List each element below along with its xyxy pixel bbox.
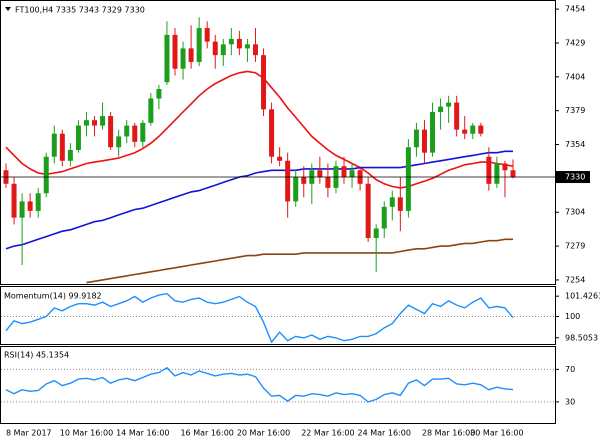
indicator-line [5,292,514,344]
candle-body [365,183,371,238]
candle-body [413,129,419,148]
candle-body [196,28,202,62]
candle-body [132,125,138,142]
y-tick-label: 7454 [565,5,585,14]
candle-body [252,44,258,56]
last-price-box [556,171,590,184]
candle-body [92,120,98,126]
y-tick-label: 7404 [565,72,585,81]
rsi-panel-frame [0,346,556,424]
candle-body [293,177,299,202]
candle-body [108,116,114,148]
candle-body [381,206,387,229]
candle-body [75,125,81,150]
x-tick-label: 30 Mar 16:00 [470,429,523,438]
candle-body [83,120,89,126]
panel-title: RSI(14) 45.1354 [4,351,69,360]
candle-body [301,177,307,184]
candle-body [317,170,323,178]
x-tick-label: 10 Mar 16:00 [60,429,113,438]
candle-body [67,149,73,161]
x-tick-label: 20 Mar 16:00 [237,429,290,438]
candle-body [164,34,170,83]
x-tick-label: 16 Mar 16:00 [180,429,233,438]
candle-body [261,55,267,110]
x-tick-label: 14 Mar 16:00 [116,429,169,438]
x-tick-label: 24 Mar 16:00 [358,429,411,438]
candle-body [236,38,242,49]
y-tick-label: 98.5053 [565,333,598,342]
candle-body [510,170,516,178]
y-tick-label: 7279 [565,242,585,251]
moving-average [86,238,513,284]
panel-title: FT100,H4 7335 7343 7329 7330 [15,6,145,15]
candle-body [438,106,444,113]
candle-body [446,102,452,107]
candle-body [43,156,49,194]
candle-body [494,163,500,184]
x-tick-label: 8 Mar 2017 [6,429,52,438]
candle-body [51,133,57,157]
candle-body [470,125,476,134]
candle-body [188,48,194,62]
candle-body [59,133,65,161]
y-tick-label: 7354 [565,140,585,149]
moving-average [5,70,514,189]
candle-body [502,163,508,171]
y-tick-label: 7304 [565,208,585,217]
candle-body [325,177,331,188]
candle-body [277,156,283,161]
moving-average [5,150,513,250]
y-tick-label: 101.4263 [565,292,600,301]
candle-body [204,28,210,42]
candle-body [430,112,436,153]
panel-title: Momentum(14) 99.9182 [4,292,102,301]
candle-body [454,102,460,130]
candle-body [269,109,275,157]
last-price-label: 7330 [565,173,585,182]
candle-body [486,156,492,184]
candle-body [35,193,41,211]
candle-body [156,89,162,99]
candle-body [421,129,427,153]
candle-body [285,160,291,202]
candle-body [27,201,33,211]
candle-body [244,44,250,49]
candle-body [397,197,403,211]
candle-body [462,129,468,134]
candle-body [11,183,17,218]
candle-body [116,136,122,148]
candle-body [172,34,178,69]
momentum-panel-frame [0,286,556,345]
collapse-icon [5,7,11,11]
x-tick-label: 28 Mar 16:00 [422,429,475,438]
candle-body [180,48,186,69]
y-tick-label: 7379 [565,106,585,115]
y-tick-label: 100 [565,312,580,321]
candle-body [124,125,130,137]
candle-body [220,44,226,56]
candle-body [19,201,25,218]
y-tick-label: 70 [565,365,575,374]
y-tick-label: 30 [565,397,575,406]
candle-body [373,228,379,238]
main-panel-frame [0,0,556,285]
y-tick-label: 7254 [565,275,585,284]
x-tick-label: 22 Mar 16:00 [301,429,354,438]
candle-body [140,122,146,142]
candle-body [405,147,411,211]
candle-body [389,197,395,207]
candle-body [341,166,347,178]
y-tick-label: 7429 [565,38,585,47]
candle-body [148,98,154,123]
candle-body [349,170,355,178]
candle-body [228,38,234,45]
indicator-line [5,366,514,403]
candle-body [212,41,218,56]
candle-body [478,125,484,134]
candle-body [100,116,106,126]
